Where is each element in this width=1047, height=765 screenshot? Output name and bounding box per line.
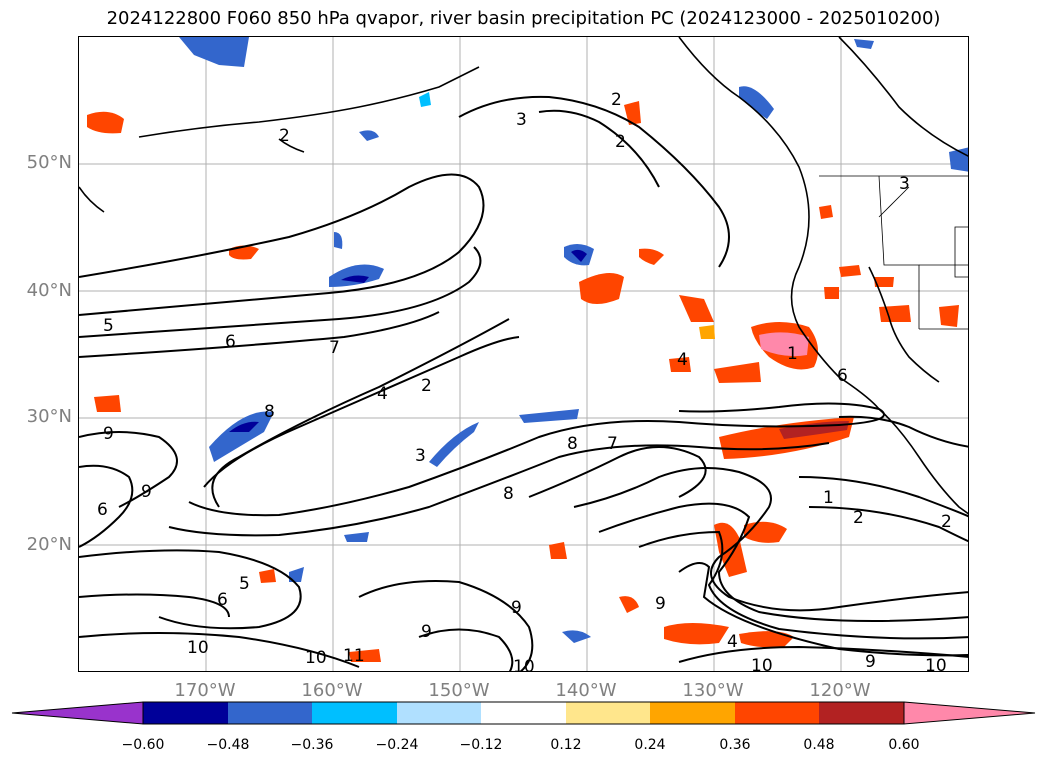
colorbar [11,701,1036,725]
contour-label: 2 [421,376,432,396]
contour-label: 4 [677,350,688,370]
contour-label: 10 [925,656,947,672]
contour-label: 9 [103,424,114,444]
contour-label: 9 [655,594,666,614]
colorbar-segment [566,702,650,724]
lat-label-30n: 30°N [26,406,72,427]
contour-label: 9 [511,598,522,618]
colorbar-tick-label: 0.60 [888,737,920,753]
contour-label: 2 [853,508,864,528]
contour-label: 6 [97,500,108,520]
lon-label-170w: 170°W [174,680,236,701]
lon-label-150w: 150°W [428,680,490,701]
map-plot-area: 2 3 2 3 2 5 6 7 4 2 8 3 9 1 9 6 6 8 7 8 … [78,36,969,672]
contour-label: 10 [513,657,535,672]
qvapor-contours [79,95,968,671]
contour-label: 1 [823,488,834,508]
colorbar-segment [397,702,481,724]
contour-label: 9 [865,652,876,672]
contour-label: 2 [615,132,626,152]
contour-label: 7 [329,338,340,358]
colorbar-tick-label: −0.36 [290,737,334,753]
contour-label: 3 [516,110,527,130]
lat-label-50n: 50°N [26,152,72,173]
contour-label: 9 [421,622,432,642]
contour-label: 8 [503,484,514,504]
colorbar-tick-label: −0.12 [459,737,503,753]
contour-label: 4 [377,384,388,404]
lon-label-140w: 140°W [555,680,617,701]
colorbar-segment [11,701,144,725]
colorbar-segment [903,701,1036,725]
colorbar-segment [481,702,566,724]
colorbar-segment [312,702,397,724]
contour-label: 6 [217,590,228,610]
colorbar-tick-label: 0.48 [803,737,835,753]
colorbar-tick-label: 0.24 [634,737,666,753]
colorbar-tick-label: 0.36 [719,737,751,753]
contour-label: 2 [611,90,622,110]
colorbar-tick-label: −0.60 [121,737,165,753]
positive-anomaly-shading [87,101,959,662]
contour-label: 5 [103,316,114,336]
contour-label: 1 [787,344,798,364]
contour-label: 4 [727,632,738,652]
contour-label: 5 [239,574,250,594]
contour-label: 10 [187,638,209,658]
contour-labels: 2 3 2 3 2 5 6 7 4 2 8 3 9 1 9 6 6 8 7 8 … [97,90,952,672]
contour-label: 6 [225,332,236,352]
lon-label-160w: 160°W [301,680,363,701]
contour-label: 2 [941,512,952,532]
contour-label: 8 [264,402,275,422]
colorbar-segment [819,702,904,724]
contour-label: 9 [141,482,152,502]
lat-label-40n: 40°N [26,280,72,301]
contour-label: 6 [837,366,848,386]
contour-label: 7 [607,434,618,454]
contour-label: 11 [343,646,365,666]
lon-label-120w: 120°W [809,680,871,701]
contour-label: 10 [305,648,327,668]
coastlines [79,37,968,515]
colorbar-segment [650,702,735,724]
contour-label: 8 [567,434,578,454]
lat-label-20n: 20°N [26,534,72,555]
map-graphic: 2 3 2 3 2 5 6 7 4 2 8 3 9 1 9 6 6 8 7 8 … [79,37,968,672]
colorbar-tick-label: 0.12 [550,737,582,753]
contour-label: 3 [899,174,910,194]
colorbar-segment [143,702,228,724]
graticule [79,37,968,671]
colorbar-segment [735,702,819,724]
lon-label-130w: 130°W [682,680,744,701]
colorbar-segment [228,702,312,724]
colorbar-tick-label: −0.48 [206,737,250,753]
colorbar-tick-label: −0.24 [375,737,419,753]
contour-label: 2 [279,126,290,146]
plot-title: 2024122800 F060 850 hPa qvapor, river ba… [106,8,941,29]
borders [819,175,968,330]
negative-anomaly-shading [179,37,968,643]
contour-label: 3 [415,446,426,466]
contour-label: 10 [751,656,773,672]
